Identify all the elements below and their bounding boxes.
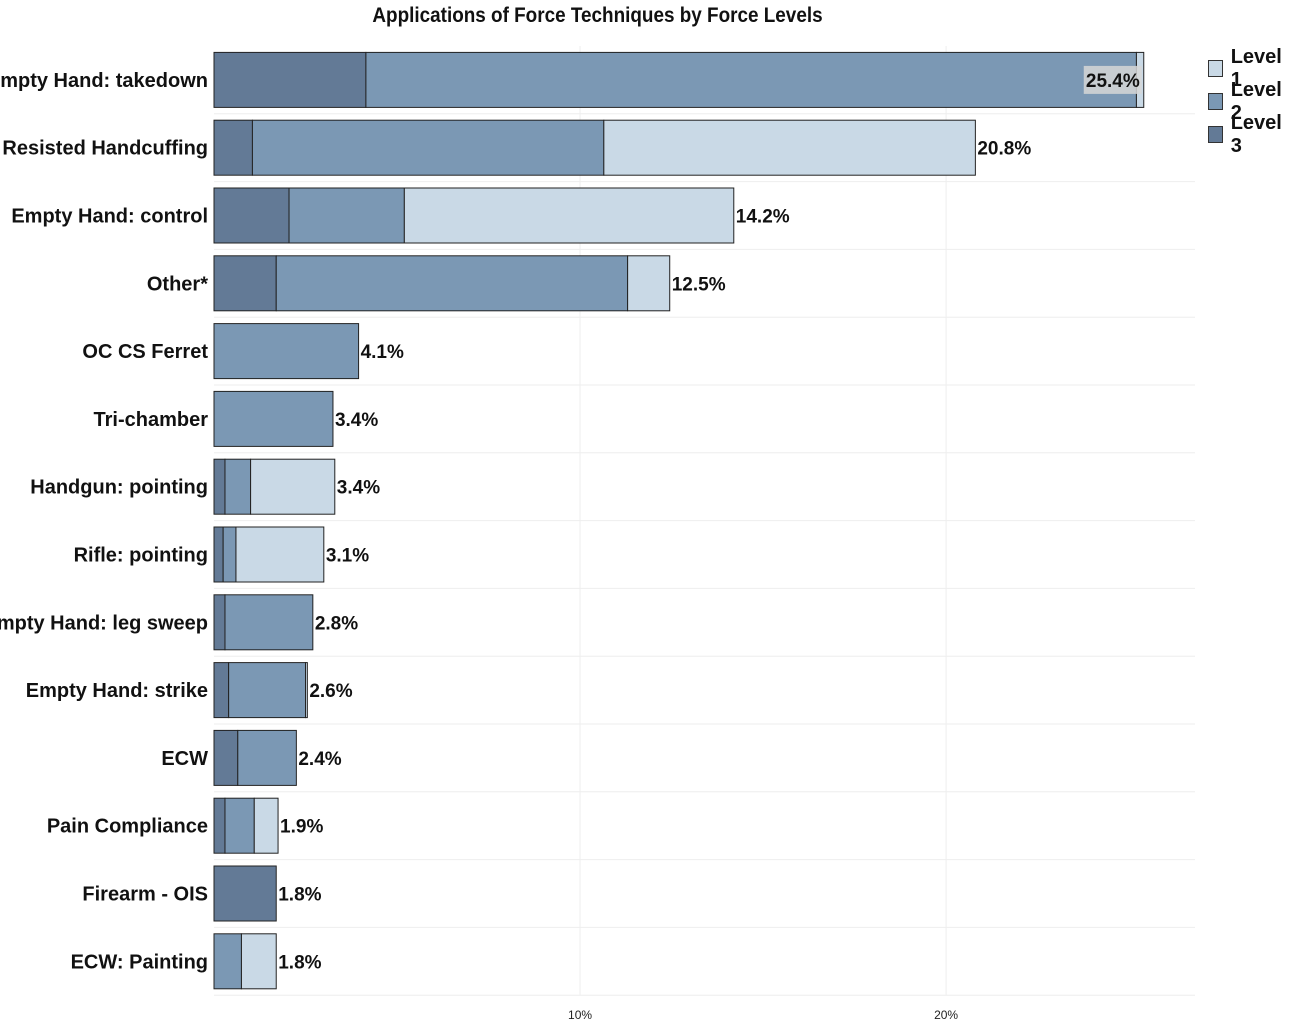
bar-segment-level-2 (213, 323, 360, 380)
bar-segment-level-3 (213, 119, 253, 176)
category-label: Handgun: pointing (30, 477, 208, 499)
category-label: Empty Hand: control (11, 206, 208, 228)
total-label: 2.4% (298, 749, 341, 770)
total-label: 1.8% (278, 885, 321, 906)
category-label: Resisted Handcuffing (2, 138, 208, 160)
bar-segment-level-3 (213, 458, 226, 515)
bar-segment-level-3 (213, 865, 277, 922)
bar-segment-level-2 (224, 594, 314, 651)
bar-segment-level-3 (213, 594, 226, 651)
bar-segment-level-2 (222, 526, 237, 583)
category-label: Empty Hand: takedown (0, 70, 208, 92)
bar-segment-level-3 (213, 187, 290, 244)
bar-segment-level-1 (403, 187, 735, 244)
category-label: Pain Compliance (47, 816, 208, 838)
total-label: 3.4% (337, 478, 380, 499)
total-label: 1.9% (280, 817, 323, 838)
chart-title: Applications of Force Techniques by Forc… (372, 4, 823, 27)
category-label: Other* (147, 273, 208, 295)
labels: 10% 20% Empty Hand: takedown 25.4% Resisted … (0, 65, 1142, 1021)
legend-label: Level 2 (1230, 78, 1282, 124)
total-label: 14.2% (736, 207, 790, 228)
bar-segment-level-1 (240, 933, 277, 990)
bar-segment-level-1 (253, 797, 279, 854)
bar-segment-level-2 (228, 662, 307, 719)
legend-swatch (1208, 60, 1223, 77)
bar-segment-level-2 (251, 119, 605, 176)
bars (213, 51, 1145, 990)
category-label: ECW: Painting (71, 951, 208, 973)
bar-segment-level-2 (224, 797, 255, 854)
total-label-background (1083, 65, 1142, 94)
grid-lines (214, 46, 1195, 996)
category-label: Tri-chamber (94, 409, 209, 431)
bar-segment-level-1 (305, 662, 308, 719)
total-label: 3.4% (335, 410, 378, 431)
category-label: OC CS Ferret (82, 341, 208, 363)
legend-item: Level 1 (1208, 46, 1297, 91)
bar-segment-level-2 (213, 933, 242, 990)
category-label: Firearm - OIS (82, 884, 208, 906)
bar-segment-level-2 (365, 51, 1137, 108)
legend-label: Level 1 (1230, 45, 1282, 91)
total-label: 3.1% (326, 546, 369, 567)
legend-swatch (1208, 93, 1223, 110)
legend: Level 1 Level 2 Level 3 (1208, 46, 1297, 157)
total-label: 4.1% (361, 342, 404, 363)
category-label: Empty Hand: strike (26, 680, 208, 702)
bar-segment-level-2 (224, 458, 252, 515)
total-label: 1.8% (278, 952, 321, 973)
bar-segment-level-1 (235, 526, 325, 583)
x-tick-label: 20% (934, 1008, 958, 1021)
bar-segment-level-3 (213, 526, 224, 583)
bar-segment-level-3 (213, 255, 277, 312)
bar-segment-level-2 (288, 187, 405, 244)
legend-label: Level 3 (1230, 111, 1282, 157)
bar-segment-level-3 (213, 662, 230, 719)
bar-segment-level-1 (627, 255, 671, 312)
total-label: 2.6% (309, 681, 352, 702)
bar-segment-level-2 (275, 255, 629, 312)
total-label: 2.8% (315, 613, 358, 634)
category-label: ECW (161, 748, 208, 770)
bar-segment-level-3 (213, 729, 239, 786)
legend-item: Level 2 (1208, 79, 1297, 124)
bar-segment-level-2 (237, 729, 297, 786)
category-label: Rifle: pointing (74, 545, 208, 567)
category-label: Empty Hand: leg sweep (0, 612, 208, 634)
legend-swatch (1208, 126, 1223, 143)
total-label: 25.4% (1086, 71, 1140, 92)
bar-segment-level-1 (603, 119, 976, 176)
total-label: 12.5% (672, 274, 726, 295)
bar-segment-level-3 (213, 51, 367, 108)
bar-segment-level-2 (213, 390, 334, 447)
bar-segment-level-3 (213, 797, 226, 854)
bar-segment-level-1 (250, 458, 336, 515)
x-tick-label: 10% (568, 1008, 592, 1021)
total-label: 20.8% (977, 139, 1031, 160)
legend-item: Level 3 (1208, 112, 1297, 157)
